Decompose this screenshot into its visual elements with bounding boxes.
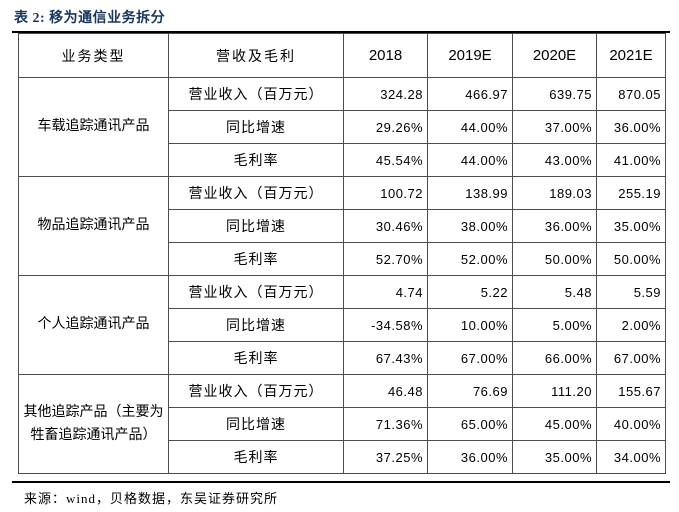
bottom-rule: [12, 481, 670, 483]
row-label: 同比增速: [168, 110, 344, 144]
value-cell: 5.22: [427, 275, 513, 309]
value-cell: 35.00%: [512, 440, 597, 474]
header-revenue-profit: 营收及毛利: [168, 33, 344, 78]
value-cell: 52.00%: [427, 242, 513, 276]
value-cell: 65.00%: [427, 407, 513, 441]
row-label: 营业收入（百万元）: [168, 275, 344, 309]
value-cell: 76.69: [427, 374, 513, 408]
value-cell: 43.00%: [512, 143, 597, 177]
value-cell: 138.99: [427, 176, 513, 210]
top-rule: [12, 31, 670, 33]
table-row: 车载追踪通讯产品 营业收入（百万元） 324.28 466.97 639.75 …: [18, 77, 666, 177]
value-cell: 5.48: [512, 275, 597, 309]
table-row: 同比增速 30.46% 38.00% 36.00% 35.00%: [19, 209, 666, 243]
value-cell: 37.00%: [512, 110, 597, 144]
value-cell: 44.00%: [427, 110, 513, 144]
row-label: 营业收入（百万元）: [168, 77, 344, 111]
business-breakdown-table: 业务类型 营收及毛利 2018 2019E 2020E 2021E 车载追踪通讯…: [18, 33, 666, 474]
value-cell: 10.00%: [427, 308, 513, 342]
row-label: 毛利率: [168, 242, 344, 276]
value-cell: 50.00%: [596, 242, 666, 276]
table-row: 毛利率 45.54% 44.00% 43.00% 41.00%: [19, 143, 666, 177]
value-cell: 71.36%: [343, 407, 428, 441]
value-cell: -34.58%: [343, 308, 428, 342]
row-label: 毛利率: [168, 440, 344, 474]
value-cell: 45.54%: [343, 143, 428, 177]
value-cell: 36.00%: [512, 209, 597, 243]
row-label: 毛利率: [168, 341, 344, 375]
value-cell: 111.20: [512, 374, 597, 408]
value-cell: 255.19: [596, 176, 666, 210]
header-year-2021e: 2021E: [596, 33, 666, 78]
value-cell: 45.00%: [512, 407, 597, 441]
value-cell: 67.00%: [427, 341, 513, 375]
group-name-personal-tracking: 个人追踪通讯产品: [18, 275, 169, 375]
value-cell: 67.00%: [596, 341, 666, 375]
group-name-asset-tracking: 物品追踪通讯产品: [18, 176, 169, 276]
value-cell: 46.48: [343, 374, 428, 408]
value-cell: 29.26%: [343, 110, 428, 144]
group-name-other-tracking: 其他追踪产品（主要为牲畜追踪通讯产品）: [18, 374, 169, 474]
value-cell: 38.00%: [427, 209, 513, 243]
table-title: 表 2: 移为通信业务拆分: [14, 11, 166, 26]
header-business-type: 业务类型: [18, 33, 169, 78]
table-header-row: 业务类型 营收及毛利 2018 2019E 2020E 2021E: [18, 33, 666, 78]
header-year-2019e: 2019E: [427, 33, 513, 78]
row-label: 营业收入（百万元）: [168, 374, 344, 408]
table-row: 同比增速 71.36% 65.00% 45.00% 40.00%: [19, 407, 666, 441]
row-label: 同比增速: [168, 308, 344, 342]
row-label: 同比增速: [168, 407, 344, 441]
value-cell: 155.67: [596, 374, 666, 408]
value-cell: 34.00%: [596, 440, 666, 474]
value-cell: 324.28: [343, 77, 428, 111]
value-cell: 40.00%: [596, 407, 666, 441]
value-cell: 2.00%: [596, 308, 666, 342]
value-cell: 35.00%: [596, 209, 666, 243]
row-label: 毛利率: [168, 143, 344, 177]
table-row: 毛利率 67.43% 67.00% 66.00% 67.00%: [19, 341, 666, 375]
table-row: 同比增速 29.26% 44.00% 37.00% 36.00%: [19, 110, 666, 144]
source-note: 来源：wind，贝格数据，东吴证券研究所: [24, 491, 279, 506]
value-cell: 52.70%: [343, 242, 428, 276]
value-cell: 4.74: [343, 275, 428, 309]
value-cell: 639.75: [512, 77, 597, 111]
value-cell: 870.05: [596, 77, 666, 111]
table-row: 毛利率 37.25% 36.00% 35.00% 34.00%: [19, 440, 666, 474]
value-cell: 44.00%: [427, 143, 513, 177]
value-cell: 37.25%: [343, 440, 428, 474]
value-cell: 36.00%: [427, 440, 513, 474]
value-cell: 466.97: [427, 77, 513, 111]
group-name-vehicle-tracking: 车载追踪通讯产品: [18, 77, 169, 177]
value-cell: 100.72: [343, 176, 428, 210]
table-row: 同比增速 -34.58% 10.00% 5.00% 2.00%: [19, 308, 666, 342]
value-cell: 5.59: [596, 275, 666, 309]
value-cell: 189.03: [512, 176, 597, 210]
value-cell: 41.00%: [596, 143, 666, 177]
header-year-2020e: 2020E: [512, 33, 597, 78]
table-row: 个人追踪通讯产品 营业收入（百万元） 4.74 5.22 5.48 5.59: [18, 275, 666, 375]
value-cell: 30.46%: [343, 209, 428, 243]
table-row: 其他追踪产品（主要为牲畜追踪通讯产品） 营业收入（百万元） 46.48 76.6…: [18, 374, 666, 474]
value-cell: 66.00%: [512, 341, 597, 375]
row-label: 同比增速: [168, 209, 344, 243]
value-cell: 5.00%: [512, 308, 597, 342]
value-cell: 50.00%: [512, 242, 597, 276]
value-cell: 36.00%: [596, 110, 666, 144]
header-year-2018: 2018: [343, 33, 428, 78]
value-cell: 67.43%: [343, 341, 428, 375]
row-label: 营业收入（百万元）: [168, 176, 344, 210]
table-row: 物品追踪通讯产品 营业收入（百万元） 100.72 138.99 189.03 …: [18, 176, 666, 276]
